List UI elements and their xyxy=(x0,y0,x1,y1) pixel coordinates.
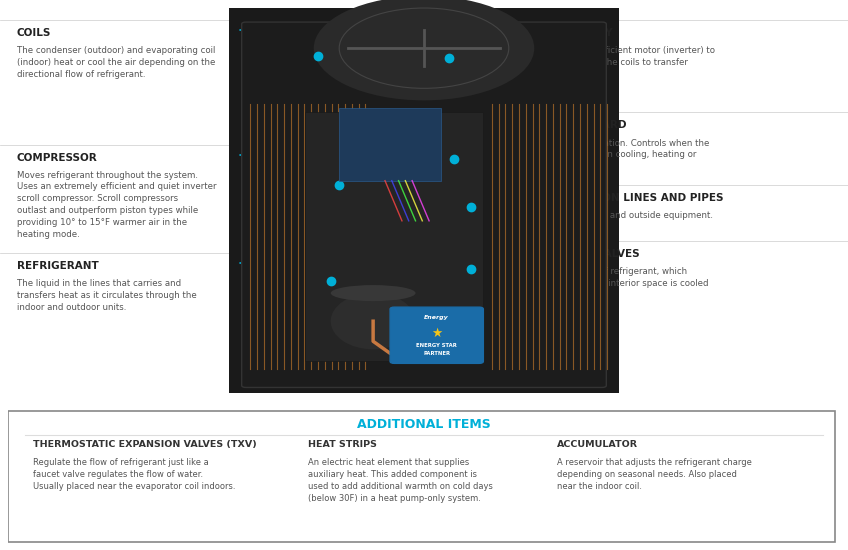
FancyBboxPatch shape xyxy=(8,411,835,542)
Bar xyxy=(339,108,441,180)
Text: A reservoir that adjusts the refrigerant charge
depending on seasonal needs. Als: A reservoir that adjusts the refrigerant… xyxy=(557,458,752,491)
Text: COILS: COILS xyxy=(17,28,52,38)
Ellipse shape xyxy=(331,285,416,301)
Text: The condenser (outdoor) and evaporating coil
(indoor) heat or cool the air depen: The condenser (outdoor) and evaporating … xyxy=(17,46,215,79)
Text: ENERGY STAR: ENERGY STAR xyxy=(416,343,457,348)
Text: REVERSING VALVES: REVERSING VALVES xyxy=(526,249,639,259)
Circle shape xyxy=(314,0,534,100)
Text: PARTNER: PARTNER xyxy=(423,351,450,356)
Text: Energy: Energy xyxy=(424,315,449,320)
Text: Uses an energy-efficient motor (inverter) to
move air through the coils to trans: Uses an energy-efficient motor (inverter… xyxy=(526,46,715,79)
Text: ADDITIONAL ITEMS: ADDITIONAL ITEMS xyxy=(357,418,491,431)
FancyBboxPatch shape xyxy=(242,22,606,387)
Text: Moves refrigerant throughout the system.
Uses an extremely efficient and quiet i: Moves refrigerant throughout the system.… xyxy=(17,170,216,239)
Text: An electric heat element that supplies
auxiliary heat. This added component is
u: An electric heat element that supplies a… xyxy=(308,458,493,503)
Bar xyxy=(305,112,483,361)
Text: The liquid in the lines that carries and
transfers heat as it circulates through: The liquid in the lines that carries and… xyxy=(17,279,197,312)
Text: Regulate the flow of refrigerant just like a
faucet valve regulates the flow of : Regulate the flow of refrigerant just li… xyxy=(33,458,236,491)
Text: CONTROL BOARD: CONTROL BOARD xyxy=(526,120,627,130)
Text: COMPRESSOR: COMPRESSOR xyxy=(17,152,98,163)
Text: Brains of the operation. Controls when the
system should be in cooling, heating : Brains of the operation. Controls when t… xyxy=(526,139,709,171)
Text: Change the flow of refrigerant, which
determines if your interior space is coole: Change the flow of refrigerant, which de… xyxy=(526,267,708,300)
Bar xyxy=(229,8,619,393)
Text: ★: ★ xyxy=(431,327,443,340)
Text: REFRIGERATION LINES AND PIPES: REFRIGERATION LINES AND PIPES xyxy=(526,192,723,203)
Text: Connect the inside and outside equipment.: Connect the inside and outside equipment… xyxy=(526,211,713,220)
Ellipse shape xyxy=(331,293,416,349)
Text: ACCUMULATOR: ACCUMULATOR xyxy=(557,440,638,449)
Text: THERMOSTATIC EXPANSION VALVES (TXV): THERMOSTATIC EXPANSION VALVES (TXV) xyxy=(33,440,257,449)
Text: REFRIGERANT: REFRIGERANT xyxy=(17,261,98,271)
FancyBboxPatch shape xyxy=(390,307,483,364)
Text: FAN ASSEMBLY: FAN ASSEMBLY xyxy=(526,28,612,38)
Text: HEAT STRIPS: HEAT STRIPS xyxy=(308,440,377,449)
